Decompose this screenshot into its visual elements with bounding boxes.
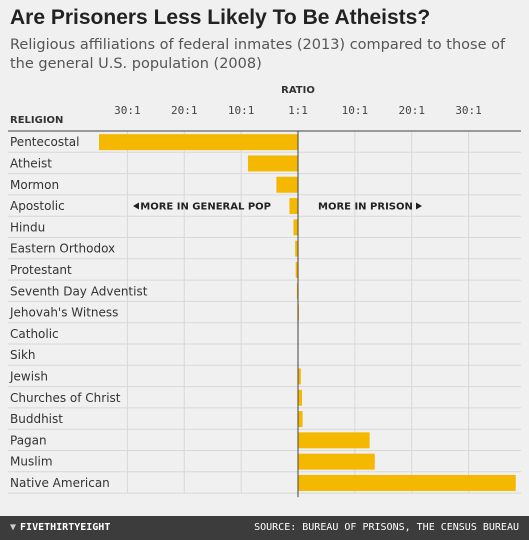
bar: [247, 155, 298, 172]
tick-label: 20:1: [398, 104, 425, 117]
footer-bar: ▼ FIVETHIRTYEIGHT SOURCE: BUREAU OF PRISO…: [0, 516, 529, 540]
annotation-more-in-prison: MORE IN PRISON: [318, 202, 413, 213]
tick-label: 30:1: [455, 104, 482, 117]
bar: [99, 134, 298, 151]
category-label: Buddhist: [10, 412, 63, 426]
category-label: Hindu: [10, 220, 45, 234]
category-label: Eastern Orthodox: [10, 242, 115, 256]
tick-label-layer: 30:1 20:1 10:1 1:1 10:1 20:1 30:1: [114, 104, 482, 117]
category-label-layer: Pentecostal Atheist Mormon Apostolic Hindu Ea…: [9, 135, 148, 490]
chart-plot: RATIO RELIGION 30:1 20:1 10:1 1:1 10:1 20:1 30…: [8, 85, 521, 498]
category-label: Protestant: [10, 263, 72, 277]
x-axis-label: RATIO: [281, 85, 315, 96]
category-label: Sikh: [10, 348, 36, 362]
arrow-left-icon: [133, 202, 139, 210]
tick-label: 30:1: [114, 104, 141, 117]
bar: [295, 261, 298, 278]
category-label: Atheist: [10, 156, 52, 170]
bar: [298, 474, 516, 491]
source-note: SOURCE: BUREAU OF PRISONS, THE CENSUS BU…: [254, 522, 519, 533]
bar-layer: [99, 134, 516, 491]
category-label: Pentecostal: [10, 135, 79, 149]
tick-label: 20:1: [171, 104, 198, 117]
arrow-right-icon: [416, 202, 422, 210]
category-label: Mormon: [10, 178, 59, 192]
category-label: Jewish: [9, 369, 48, 383]
annotation-more-in-general-pop: MORE IN GENERAL POP: [140, 202, 271, 213]
fox-icon: ▼: [10, 522, 17, 533]
category-label: Jehovah's Witness: [9, 306, 118, 320]
category-label: Seventh Day Adventist: [10, 284, 148, 298]
bar: [298, 368, 301, 385]
annotation-layer: MORE IN GENERAL POP MORE IN PRISON: [133, 202, 422, 213]
category-label: Churches of Christ: [10, 391, 121, 405]
grid-layer: [8, 131, 521, 494]
bar: [298, 389, 302, 406]
tick-label: 10:1: [342, 104, 369, 117]
category-label: Pagan: [10, 433, 47, 447]
bar: [293, 219, 298, 236]
brand: ▼ FIVETHIRTYEIGHT: [10, 522, 110, 533]
category-label: Muslim: [10, 455, 53, 469]
bar: [298, 432, 370, 449]
bar: [298, 453, 375, 470]
bar: [295, 240, 298, 257]
chart-subtitle: Religious affiliations of federal inmate…: [10, 37, 506, 72]
bar: [276, 176, 298, 193]
bar: [298, 411, 303, 428]
bar: [289, 198, 298, 215]
category-label: Native American: [10, 476, 110, 490]
category-label: Apostolic: [10, 199, 65, 213]
chart-title: Are Prisoners Less Likely To Be Atheists…: [10, 6, 431, 29]
category-label: Catholic: [10, 327, 59, 341]
tick-label: 10:1: [228, 104, 255, 117]
category-header: RELIGION: [10, 115, 63, 126]
tick-label: 1:1: [288, 104, 308, 117]
brand-name: FIVETHIRTYEIGHT: [20, 522, 111, 533]
